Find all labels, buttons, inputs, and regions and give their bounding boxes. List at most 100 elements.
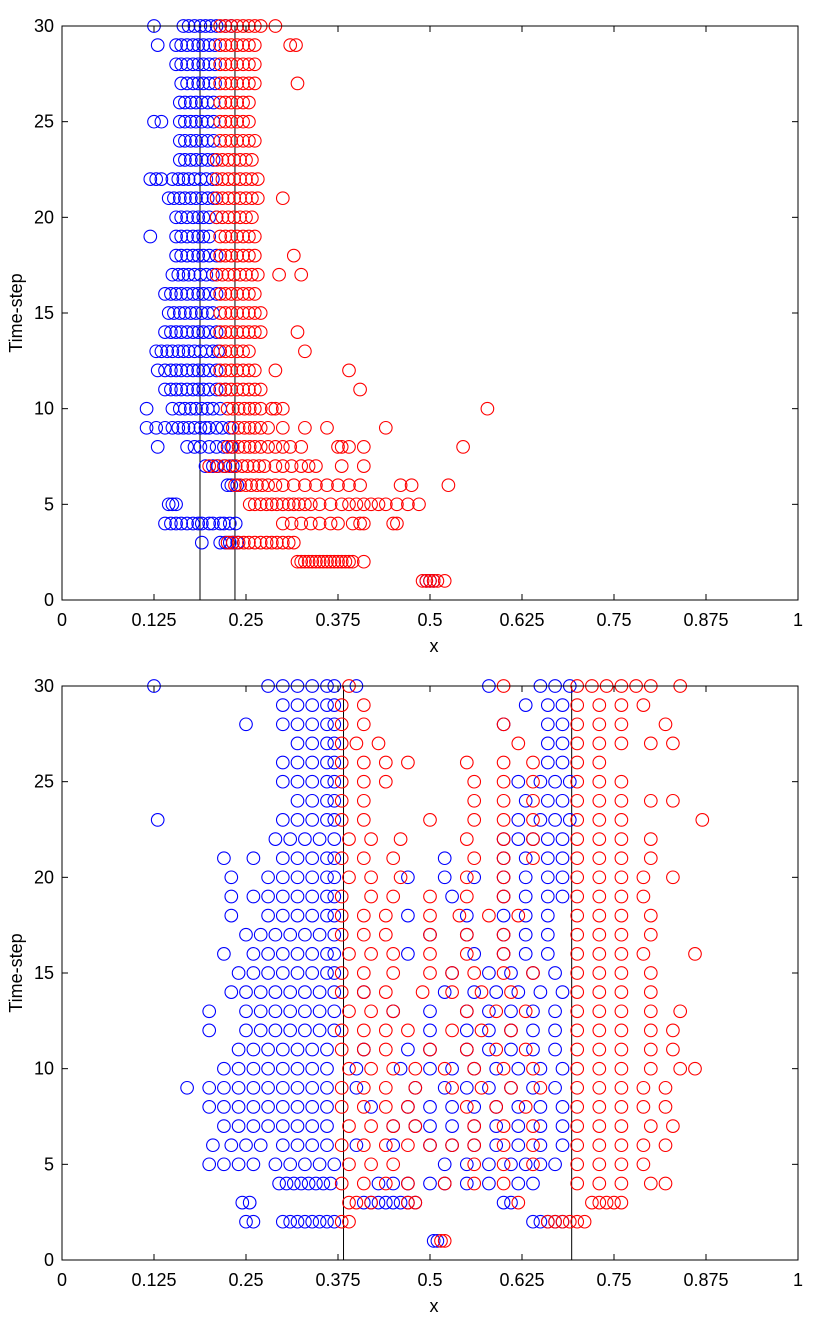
x-tick-label: 0.625 — [499, 1270, 544, 1290]
data-point — [189, 133, 203, 148]
data-point — [334, 908, 349, 923]
data-point — [570, 966, 585, 980]
data-point — [236, 76, 250, 91]
data-point — [356, 927, 371, 942]
data-point — [467, 1061, 482, 1076]
data-point — [268, 440, 283, 454]
data-point — [327, 947, 342, 961]
data-point — [356, 985, 371, 999]
data-point — [456, 440, 470, 454]
data-point — [283, 440, 298, 454]
data-point — [217, 440, 231, 454]
data-point — [327, 985, 342, 999]
data-point — [533, 1138, 548, 1153]
data-point — [305, 1080, 320, 1095]
data-point — [261, 1080, 275, 1095]
data-point — [437, 1157, 452, 1172]
data-point — [540, 947, 555, 961]
data-point — [172, 306, 187, 320]
y-axis-label: Time-step — [6, 933, 26, 1012]
data-point — [215, 420, 230, 435]
data-point — [213, 516, 228, 531]
data-point — [393, 832, 408, 846]
data-point — [247, 229, 262, 244]
data-point — [482, 1176, 496, 1191]
data-point — [496, 717, 511, 732]
data-point — [496, 793, 511, 808]
data-point — [191, 363, 206, 378]
data-point — [643, 793, 658, 808]
data-point — [246, 1214, 261, 1229]
data-point — [533, 985, 548, 999]
data-point — [217, 1061, 231, 1076]
data-point — [250, 191, 265, 206]
data-point — [437, 574, 452, 588]
data-point — [167, 306, 181, 320]
data-point — [194, 401, 209, 416]
data-point — [236, 325, 250, 339]
data-point — [430, 1234, 445, 1248]
data-point — [303, 497, 318, 512]
data-point — [290, 1100, 305, 1114]
data-point — [305, 1100, 320, 1114]
data-point — [320, 1138, 334, 1153]
data-point — [239, 153, 253, 167]
data-point — [555, 870, 570, 885]
data-point — [202, 440, 217, 454]
data-point — [247, 76, 262, 91]
data-point — [518, 889, 533, 904]
data-point — [253, 1004, 268, 1019]
data-point — [401, 1042, 415, 1057]
data-point — [252, 459, 267, 473]
data-point — [231, 401, 246, 416]
data-point — [233, 191, 247, 206]
data-point — [518, 1157, 533, 1172]
data-point — [327, 851, 342, 866]
data-point — [169, 516, 183, 531]
y-tick-label: 25 — [34, 112, 54, 132]
data-point — [236, 114, 250, 129]
data-point — [281, 497, 296, 512]
x-tick-label: 0.25 — [228, 1270, 263, 1290]
data-point — [213, 287, 228, 301]
data-point — [191, 516, 206, 531]
data-point — [445, 966, 459, 980]
data-point — [423, 1042, 437, 1057]
data-point — [186, 287, 200, 301]
data-point — [242, 535, 256, 550]
data-point — [386, 1176, 401, 1191]
data-point — [533, 1157, 548, 1172]
data-point — [194, 306, 209, 320]
data-point — [614, 927, 629, 942]
data-point — [164, 287, 178, 301]
data-point — [320, 966, 334, 980]
data-point — [283, 1214, 298, 1229]
data-point — [202, 382, 217, 397]
data-point — [356, 1195, 371, 1210]
data-point — [386, 1061, 401, 1076]
data-point — [540, 832, 555, 846]
data-point — [338, 554, 353, 569]
data-point — [187, 267, 202, 282]
data-point — [555, 985, 570, 999]
data-point — [353, 382, 367, 397]
data-point — [213, 382, 228, 397]
data-point — [222, 420, 237, 435]
data-point — [666, 1023, 680, 1038]
data-point — [540, 736, 555, 751]
data-point — [614, 1176, 629, 1191]
data-point — [259, 497, 274, 512]
data-point — [364, 889, 378, 904]
data-point — [496, 966, 511, 980]
data-point — [213, 229, 228, 244]
data-point — [178, 306, 192, 320]
data-point — [202, 1080, 217, 1095]
data-point — [209, 363, 224, 378]
data-point — [247, 57, 262, 72]
data-point — [213, 363, 228, 378]
data-point — [172, 153, 187, 167]
data-point — [555, 851, 570, 866]
data-point — [215, 153, 230, 167]
data-point — [334, 497, 349, 512]
data-point — [196, 210, 211, 225]
